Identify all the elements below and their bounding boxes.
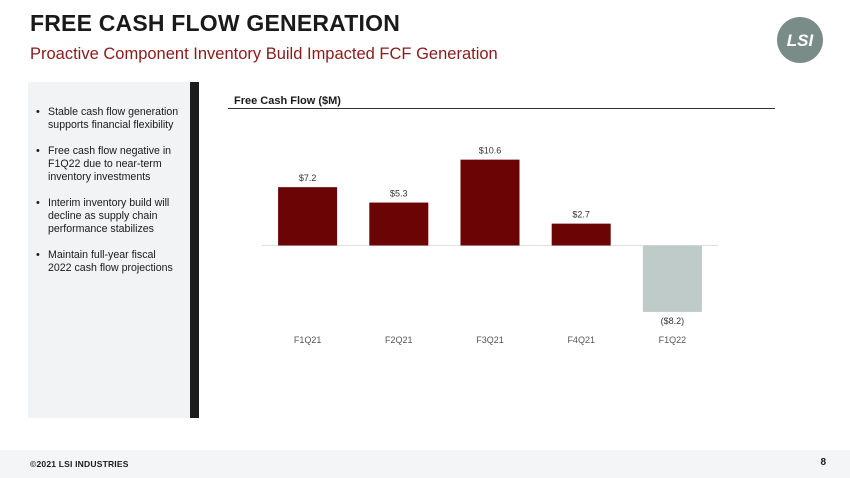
sidebar-panel: Stable cash flow generation supports fin… xyxy=(28,82,190,418)
page-number: 8 xyxy=(820,457,826,468)
copyright-text: ©2021 LSI INDUSTRIES xyxy=(30,459,129,469)
bullet-item: Interim inventory build will decline as … xyxy=(36,197,182,236)
bullet-list: Stable cash flow generation supports fin… xyxy=(28,82,190,275)
bar-f1q21 xyxy=(278,187,338,246)
footer: ©2021 LSI INDUSTRIES 8 xyxy=(0,450,850,478)
chart-title-rule xyxy=(228,108,775,109)
x-tick-label: F4Q21 xyxy=(567,335,595,345)
data-label: $5.3 xyxy=(390,189,408,199)
bar-f3q21 xyxy=(460,159,520,246)
data-label: ($8.2) xyxy=(661,316,685,326)
bullet-item: Stable cash flow generation supports fin… xyxy=(36,106,182,132)
x-tick-label: F1Q21 xyxy=(294,335,322,345)
data-label: $2.7 xyxy=(572,210,590,220)
sidebar-accent-bar xyxy=(190,82,199,418)
chart-title: Free Cash Flow ($M) xyxy=(234,95,341,107)
bar-f2q21 xyxy=(369,202,429,246)
data-label: $10.6 xyxy=(479,146,502,156)
logo-circle xyxy=(777,17,823,63)
x-tick-label: F1Q22 xyxy=(659,335,687,345)
bar-f1q22 xyxy=(642,245,702,312)
bullet-item: Maintain full-year fiscal 2022 cash flow… xyxy=(36,249,182,275)
data-label: $7.2 xyxy=(299,173,317,183)
x-tick-label: F3Q21 xyxy=(476,335,504,345)
page-title: FREE CASH FLOW GENERATION xyxy=(30,10,401,36)
bullet-item: Free cash flow negative in F1Q22 due to … xyxy=(36,145,182,184)
x-tick-label: F2Q21 xyxy=(385,335,413,345)
lsi-logo: LSI xyxy=(777,17,823,63)
page-subtitle: Proactive Component Inventory Build Impa… xyxy=(30,45,498,63)
bar-f4q21 xyxy=(551,223,611,246)
logo-text: LSI xyxy=(787,31,815,50)
